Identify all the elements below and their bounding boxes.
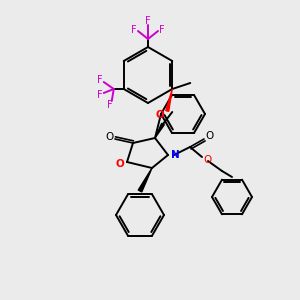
Text: F: F	[107, 100, 112, 110]
Text: O: O	[105, 132, 113, 142]
Polygon shape	[138, 168, 152, 192]
Polygon shape	[166, 89, 172, 111]
Text: F: F	[97, 90, 103, 100]
Text: O: O	[203, 155, 211, 165]
Text: O: O	[156, 110, 165, 120]
Polygon shape	[155, 123, 164, 138]
Text: O: O	[116, 159, 124, 169]
Text: O: O	[205, 131, 213, 141]
Text: N: N	[171, 150, 179, 160]
Text: F: F	[159, 25, 165, 35]
Text: F: F	[131, 25, 137, 35]
Text: F: F	[97, 75, 103, 85]
Text: F: F	[145, 16, 151, 26]
